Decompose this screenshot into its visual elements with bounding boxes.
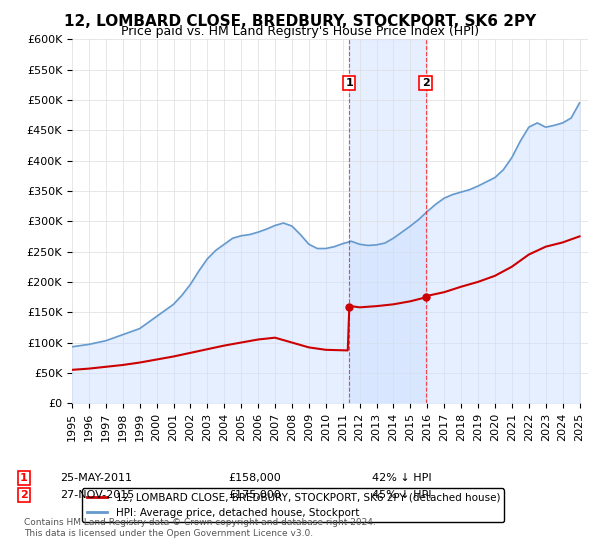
Text: 2: 2 <box>422 78 430 88</box>
Bar <box>349 39 425 403</box>
Text: 1: 1 <box>20 473 28 483</box>
Text: 1: 1 <box>346 78 353 88</box>
Text: Contains HM Land Registry data © Crown copyright and database right 2024.
This d: Contains HM Land Registry data © Crown c… <box>24 518 376 538</box>
Text: 45% ↓ HPI: 45% ↓ HPI <box>372 490 431 500</box>
Text: 2: 2 <box>20 490 28 500</box>
Legend: 12, LOMBARD CLOSE, BREDBURY, STOCKPORT, SK6 2PY (detached house), HPI: Average p: 12, LOMBARD CLOSE, BREDBURY, STOCKPORT, … <box>82 488 505 522</box>
Text: Price paid vs. HM Land Registry's House Price Index (HPI): Price paid vs. HM Land Registry's House … <box>121 25 479 38</box>
Text: 42% ↓ HPI: 42% ↓ HPI <box>372 473 431 483</box>
Text: 12, LOMBARD CLOSE, BREDBURY, STOCKPORT, SK6 2PY: 12, LOMBARD CLOSE, BREDBURY, STOCKPORT, … <box>64 14 536 29</box>
Text: £175,000: £175,000 <box>228 490 281 500</box>
Text: £158,000: £158,000 <box>228 473 281 483</box>
Text: 25-MAY-2011: 25-MAY-2011 <box>60 473 132 483</box>
Text: 27-NOV-2015: 27-NOV-2015 <box>60 490 134 500</box>
